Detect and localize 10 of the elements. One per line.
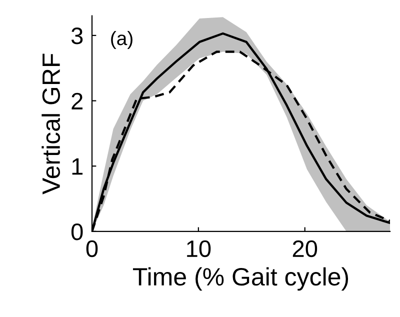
x-tick-label: 10: [187, 240, 211, 258]
x-axis-title: Time (% Gait cycle): [132, 267, 348, 291]
y-tick-label: 3: [71, 28, 83, 44]
y-axis-title: Vertical GRF: [42, 54, 60, 194]
x-tick-label: 0: [86, 240, 98, 258]
y-tick-label: 1: [72, 158, 83, 175]
y-tick-label: 0: [71, 223, 83, 240]
annotation: (a): [111, 30, 132, 50]
x-tick-label: 20: [292, 240, 318, 258]
y-tick-label: 2: [72, 92, 82, 110]
